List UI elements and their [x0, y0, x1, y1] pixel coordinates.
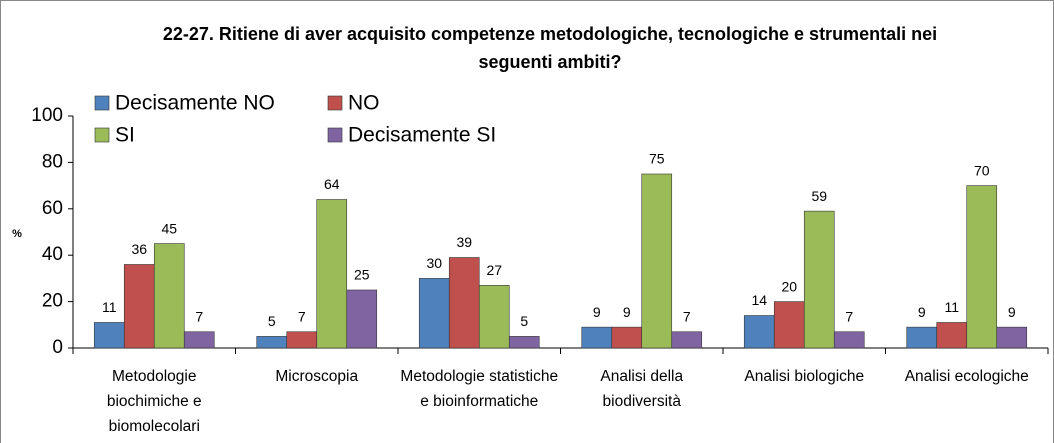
data-label: 7	[683, 308, 691, 324]
bar	[448, 257, 480, 349]
x-tick-label: Metodologie biochimiche e biomolecolari	[106, 368, 202, 435]
data-label: 27	[486, 262, 502, 278]
data-label: 7	[298, 308, 306, 324]
data-label: 36	[131, 241, 147, 257]
data-label: 7	[845, 308, 853, 324]
data-label: 39	[456, 234, 472, 250]
bar	[671, 331, 703, 349]
bar	[773, 301, 805, 349]
bar	[183, 331, 215, 349]
legend-label: NO	[348, 92, 380, 115]
data-label: 9	[1008, 304, 1016, 320]
x-tick-label: Analisi ecologiche	[904, 368, 1029, 385]
legend-label: Decisamente NO	[115, 92, 275, 115]
legend-label: Decisamente SI	[348, 124, 496, 147]
data-label: 25	[354, 267, 370, 283]
bar	[123, 264, 155, 349]
bar	[93, 322, 125, 349]
y-axis-label: %	[12, 228, 22, 240]
x-tick-label: Microscopia	[275, 368, 359, 385]
bar	[508, 336, 540, 349]
legend-swatch	[94, 127, 110, 143]
data-label: 5	[520, 313, 528, 329]
data-label: 9	[918, 304, 926, 320]
bar	[346, 289, 378, 349]
bar	[581, 326, 613, 349]
x-tick-label: Analisi della biodiversità	[600, 368, 684, 410]
data-label: 20	[781, 278, 797, 294]
data-label: 5	[268, 313, 276, 329]
data-label: 45	[161, 220, 177, 236]
bar	[996, 326, 1028, 349]
data-label: 70	[974, 162, 990, 178]
data-label: 9	[623, 304, 631, 320]
bar	[936, 322, 968, 349]
data-label: 64	[324, 176, 340, 192]
data-label: 11	[102, 299, 117, 315]
bar	[418, 278, 450, 349]
bar	[153, 243, 185, 349]
y-tick-label: 60	[42, 198, 63, 219]
legend-label: SI	[115, 124, 135, 147]
bar	[641, 173, 673, 349]
y-tick-label: 100	[31, 105, 63, 126]
bar	[906, 326, 938, 349]
y-tick-label: 80	[42, 151, 63, 172]
bar	[833, 331, 865, 349]
x-tick-label: Metodologie statistiche e bioinformatich…	[400, 368, 559, 410]
data-label: 75	[649, 151, 665, 167]
bar	[286, 331, 318, 349]
data-label: 14	[751, 292, 767, 308]
y-tick-label: 20	[42, 291, 63, 312]
x-tick-label: Analisi biologiche	[744, 368, 865, 385]
legend-swatch	[327, 127, 343, 143]
bar	[803, 210, 835, 349]
y-tick-label: 40	[42, 244, 63, 265]
bar	[256, 336, 288, 349]
bar	[316, 199, 348, 349]
chart-title: 22-27. Ritiene di aver acquisito compete…	[162, 24, 938, 72]
bar	[966, 185, 998, 349]
data-label: 59	[811, 188, 827, 204]
legend-swatch	[327, 95, 343, 111]
data-label: 11	[944, 299, 959, 315]
data-label: 7	[195, 308, 203, 324]
legend-swatch	[94, 95, 110, 111]
y-tick-label: 0	[52, 337, 63, 358]
data-label: 30	[426, 255, 442, 271]
data-label: 9	[593, 304, 601, 320]
bar	[478, 285, 510, 349]
bar	[743, 315, 775, 349]
bar	[611, 326, 643, 349]
